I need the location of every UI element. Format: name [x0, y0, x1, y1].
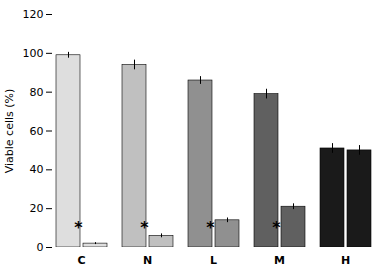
svg-text:*: * [74, 218, 83, 237]
svg-text:H: H [341, 254, 350, 267]
svg-text:120: 120 [23, 8, 44, 21]
svg-text:L: L [210, 254, 217, 267]
svg-text:100: 100 [23, 47, 44, 60]
svg-text:40: 40 [30, 163, 44, 176]
svg-text:*: * [272, 218, 281, 237]
svg-text:0: 0 [37, 241, 44, 254]
svg-text:Viable cells (%): Viable cells (%) [3, 89, 16, 174]
svg-text:*: * [206, 218, 215, 237]
svg-text:N: N [143, 254, 152, 267]
svg-text:20: 20 [30, 202, 44, 215]
svg-text:*: * [140, 218, 149, 237]
svg-text:60: 60 [30, 125, 44, 138]
svg-text:80: 80 [30, 86, 44, 99]
svg-text:M: M [274, 254, 285, 267]
svg-text:C: C [77, 254, 85, 267]
